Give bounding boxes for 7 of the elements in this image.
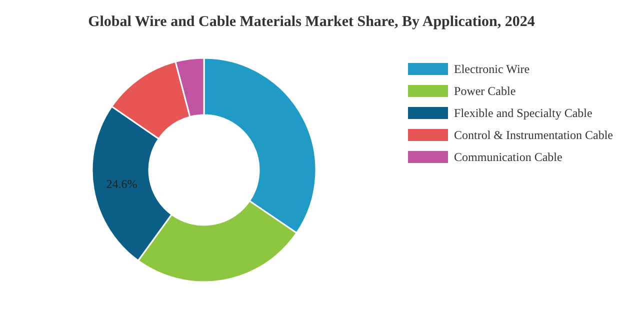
legend-label: Electronic Wire [454, 62, 530, 76]
legend-label: Communication Cable [454, 150, 562, 164]
chart-title: Global Wire and Cable Materials Market Share, By Application, 2024 [87, 14, 536, 31]
legend-label: Control & Instrumentation Cable [454, 128, 613, 142]
legend-label: Power Cable [454, 84, 516, 98]
data-label: 24.6% [106, 177, 138, 192]
legend-label: Flexible and Specialty Cable [454, 106, 592, 120]
